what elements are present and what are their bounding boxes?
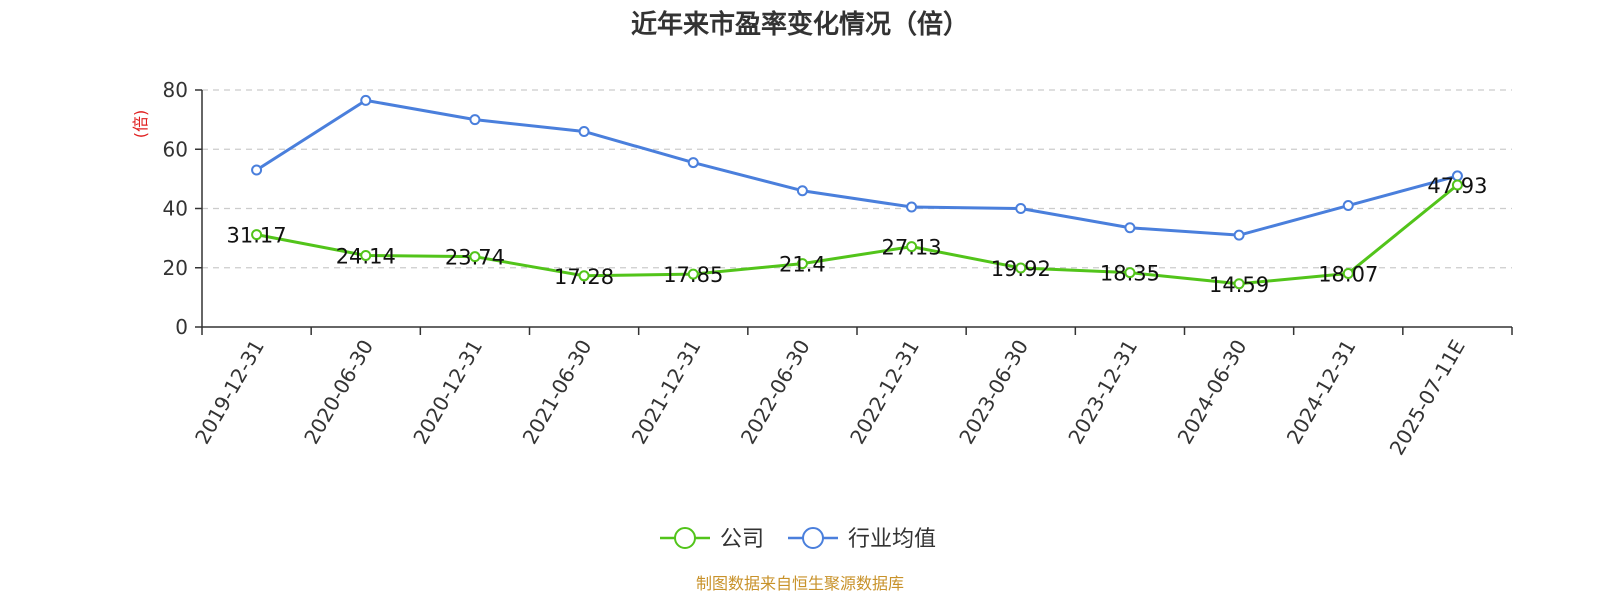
source-note: 制图数据来自恒生聚源数据库 — [696, 574, 904, 593]
series-1-point — [687, 157, 699, 169]
data-label: 19.92 — [991, 257, 1051, 281]
data-label: 27.13 — [882, 236, 942, 260]
x-tick-label: 2022-12-31 — [845, 335, 924, 448]
gridlines — [195, 89, 1512, 328]
data-label: 17.28 — [554, 265, 614, 289]
data-label: 18.35 — [1100, 262, 1160, 286]
x-tick-label: 2019-12-31 — [190, 336, 269, 449]
series-1-point — [1233, 229, 1245, 241]
x-tick-label: 2021-06-30 — [518, 336, 597, 449]
x-tick-label: 2021-12-31 — [627, 336, 706, 449]
series-lines — [251, 94, 1463, 290]
series-1-point — [1015, 203, 1027, 214]
series-0-point — [1015, 262, 1027, 274]
y-tick-label: 40 — [163, 197, 188, 221]
y-tick-label: 20 — [163, 256, 188, 280]
data-label: 31.17 — [227, 224, 287, 248]
x-tick-label: 2024-12-31 — [1282, 336, 1361, 449]
series-0-point — [1342, 267, 1354, 279]
x-tick-label: 2025-07-11E — [1385, 336, 1470, 460]
x-tick-label: 2022-06-30 — [736, 336, 815, 449]
data-label: 21.4 — [779, 253, 826, 277]
data-label: 14.59 — [1209, 273, 1269, 297]
series-0-point — [1124, 267, 1136, 279]
chart-title: 近年来市盈率变化情况（倍） — [631, 9, 969, 40]
series-0-point — [906, 241, 918, 253]
legend-item-1[interactable]: 行业均值 — [788, 527, 936, 552]
y-tick-labels: 0 20 40 60 80 — [163, 78, 188, 339]
legend-marker — [674, 527, 696, 549]
series-1-point — [796, 185, 808, 197]
series-0-point — [687, 268, 699, 280]
series-0-point — [1451, 179, 1463, 191]
x-tick-label: 2024-06-30 — [1173, 336, 1252, 449]
series-0-point — [469, 251, 481, 263]
data-label: 23.74 — [445, 246, 505, 270]
x-tick-label: 2020-12-31 — [408, 335, 487, 448]
data-label: 18.07 — [1318, 262, 1378, 286]
series-0-point — [251, 229, 263, 241]
series-line-0 — [256, 183, 1459, 286]
series-1-point — [1124, 222, 1136, 234]
legend-label: 公司 — [720, 527, 764, 552]
series-1-point — [251, 164, 263, 176]
series-0-point — [796, 258, 808, 270]
y-tick-label: 0 — [175, 315, 188, 339]
series-0-point — [578, 270, 590, 282]
series-0-point — [1233, 278, 1245, 290]
series-1-point — [469, 114, 481, 126]
legend-item-0[interactable]: 公司 — [660, 527, 764, 552]
legend-label: 行业均值 — [848, 527, 936, 552]
series-1-point — [360, 94, 372, 106]
x-tick-labels: 2019-12-31 2020-06-30 2020-12-31 2021-06-30… — [190, 335, 1470, 459]
data-labels: 31.17 24.14 23.74 17.28 17.85 21.4 27.13 19.92 1… — [227, 174, 1488, 297]
x-tick-label: 2023-12-31 — [1063, 336, 1142, 449]
y-axis-label: (倍) — [131, 110, 150, 139]
data-label: 17.85 — [663, 263, 723, 287]
legend-marker — [802, 527, 824, 549]
y-tick-label: 80 — [163, 78, 188, 102]
data-label: 47.93 — [1427, 174, 1487, 198]
x-tick-label: 2020-06-30 — [299, 336, 378, 449]
series-1-point — [906, 201, 918, 213]
series-1-point — [1342, 200, 1354, 212]
series-0-point — [360, 249, 372, 261]
axes — [201, 90, 1513, 335]
x-tick-label: 2023-06-30 — [954, 336, 1033, 449]
data-label: 24.14 — [336, 244, 396, 268]
series-line-1 — [255, 98, 1458, 237]
y-tick-label: 60 — [163, 137, 188, 161]
series-1-point — [578, 125, 590, 137]
legend[interactable]: 公司 行业均值 — [660, 527, 936, 552]
